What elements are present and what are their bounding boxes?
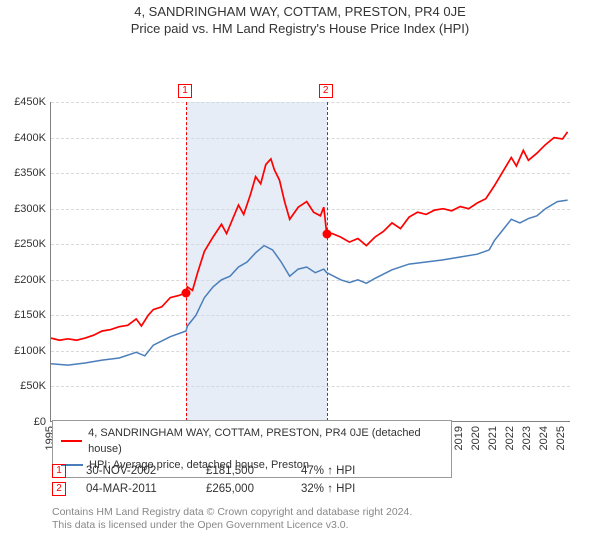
x-axis-label: 2024 bbox=[538, 426, 550, 450]
sale-pct: 32% ↑ HPI bbox=[301, 483, 355, 495]
series-lines bbox=[51, 102, 571, 422]
sale-row: 2 04-MAR-2011 £265,000 32% ↑ HPI bbox=[52, 480, 355, 498]
chart-container: 4, SANDRINGHAM WAY, COTTAM, PRESTON, PR4… bbox=[0, 0, 600, 560]
x-axis-label: 2020 bbox=[470, 426, 482, 450]
y-axis-label: £100K bbox=[0, 345, 46, 357]
sale-point bbox=[182, 288, 191, 297]
x-axis-label: 2023 bbox=[521, 426, 533, 450]
y-axis-label: £250K bbox=[0, 238, 46, 250]
legend-swatch bbox=[61, 440, 82, 442]
series-property bbox=[51, 132, 568, 340]
series-hpi bbox=[51, 200, 568, 365]
legend-label: 4, SANDRINGHAM WAY, COTTAM, PRESTON, PR4… bbox=[88, 425, 443, 457]
legend-row: 4, SANDRINGHAM WAY, COTTAM, PRESTON, PR4… bbox=[61, 425, 443, 457]
title-block: 4, SANDRINGHAM WAY, COTTAM, PRESTON, PR4… bbox=[0, 0, 600, 36]
event-marker: 2 bbox=[319, 84, 333, 98]
sale-index-box: 2 bbox=[52, 482, 66, 496]
footer-line: Contains HM Land Registry data © Crown c… bbox=[52, 506, 412, 519]
sale-date: 30-NOV-2002 bbox=[86, 465, 186, 477]
chart-subtitle: Price paid vs. HM Land Registry's House … bbox=[0, 21, 600, 36]
sale-date: 04-MAR-2011 bbox=[86, 483, 186, 495]
x-axis-label: 2025 bbox=[555, 426, 567, 450]
x-axis-label: 2021 bbox=[487, 426, 499, 450]
sale-point bbox=[322, 229, 331, 238]
plot-area bbox=[50, 102, 570, 422]
y-axis-label: £450K bbox=[0, 96, 46, 108]
y-axis-label: £200K bbox=[0, 274, 46, 286]
y-axis-label: £400K bbox=[0, 132, 46, 144]
sales-table: 1 30-NOV-2002 £181,500 47% ↑ HPI 2 04-MAR-201… bbox=[52, 462, 355, 498]
sale-pct: 47% ↑ HPI bbox=[301, 465, 355, 477]
chart-title: 4, SANDRINGHAM WAY, COTTAM, PRESTON, PR4… bbox=[0, 4, 600, 19]
y-axis-label: £150K bbox=[0, 309, 46, 321]
license-footer: Contains HM Land Registry data © Crown c… bbox=[52, 506, 412, 532]
x-axis-label: 2022 bbox=[504, 426, 516, 450]
y-axis-label: £50K bbox=[0, 380, 46, 392]
sale-index-box: 1 bbox=[52, 464, 66, 478]
y-axis-label: £0 bbox=[0, 416, 46, 428]
sale-price: £181,500 bbox=[206, 465, 281, 477]
y-axis-label: £350K bbox=[0, 167, 46, 179]
sale-row: 1 30-NOV-2002 £181,500 47% ↑ HPI bbox=[52, 462, 355, 480]
sale-price: £265,000 bbox=[206, 483, 281, 495]
footer-line: This data is licensed under the Open Gov… bbox=[52, 519, 412, 532]
event-marker: 1 bbox=[178, 84, 192, 98]
y-axis-label: £300K bbox=[0, 203, 46, 215]
x-axis-label: 2019 bbox=[453, 426, 465, 450]
